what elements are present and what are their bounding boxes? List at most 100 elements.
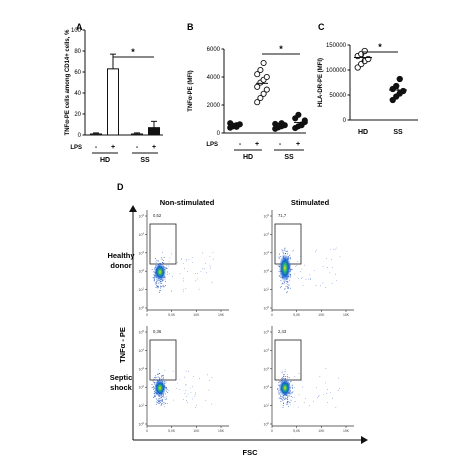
event-dot — [159, 290, 161, 292]
event-dot — [152, 380, 154, 382]
plot-x-tick-label: 10K — [318, 429, 325, 433]
column-title-stim: Stimulated — [291, 198, 330, 207]
event-dot-sparse — [172, 370, 174, 372]
event-dot — [281, 377, 282, 379]
event-dot — [166, 268, 168, 269]
event-dot — [159, 282, 161, 284]
y-tick-label: 20 — [74, 112, 81, 118]
event-dot — [161, 281, 163, 283]
event-dot — [289, 279, 291, 281]
event-dot-sparse — [331, 259, 332, 260]
plot-y-tick-label: 100 — [139, 421, 145, 427]
event-dot-sparse — [326, 393, 327, 395]
event-dot — [282, 253, 284, 255]
event-dot-sparse — [192, 398, 194, 400]
event-dot-sparse — [287, 374, 288, 376]
event-dot — [164, 278, 166, 280]
event-dot-sparse — [327, 389, 329, 390]
event-dot — [282, 396, 284, 398]
event-dot — [286, 281, 288, 283]
event-dot-sparse — [158, 399, 160, 401]
event-dot-sparse — [158, 287, 159, 288]
event-dot — [163, 286, 165, 288]
event-dot-sparse — [301, 268, 303, 270]
plot-y-tick-label: 100 — [264, 421, 270, 427]
event-dot — [153, 378, 155, 380]
event-dot — [157, 376, 159, 378]
gate-rect — [149, 223, 177, 265]
event-dot-sparse — [320, 285, 322, 287]
event-dot — [281, 399, 283, 400]
event-dot — [283, 249, 285, 251]
event-dot — [286, 291, 288, 293]
event-dot — [287, 250, 289, 252]
event-dot-sparse — [317, 397, 318, 399]
event-dot-sparse — [205, 400, 206, 401]
event-dot — [162, 379, 164, 381]
event-dot-sparse — [287, 282, 288, 284]
event-dot — [159, 290, 161, 291]
event-dot — [155, 398, 157, 400]
event-dot-sparse — [185, 384, 187, 386]
event-dot-sparse — [302, 285, 304, 286]
event-dot — [155, 263, 156, 265]
event-dot — [164, 280, 166, 282]
event-dot — [282, 404, 284, 406]
event-dot — [156, 401, 158, 403]
event-dot — [153, 395, 155, 397]
event-dot-sparse — [289, 401, 291, 403]
event-dot-sparse — [289, 403, 291, 405]
event-dot-sparse — [309, 405, 310, 407]
event-dot — [280, 255, 282, 257]
data-point — [263, 73, 270, 81]
bar — [107, 68, 119, 136]
event-dot-sparse — [171, 253, 173, 255]
event-dot-sparse — [195, 404, 197, 406]
event-dot-sparse — [208, 389, 210, 391]
data-point — [257, 94, 264, 102]
y-tick-label: 100000 — [326, 68, 347, 74]
event-dot — [286, 401, 288, 403]
event-dot — [279, 393, 280, 395]
event-dot-sparse — [283, 397, 285, 399]
event-dot — [165, 285, 166, 287]
group-label-hd: HD — [100, 157, 110, 164]
event-dot-sparse — [300, 271, 302, 273]
event-dot — [166, 398, 168, 400]
lps-sign: + — [152, 144, 156, 151]
data-point — [400, 87, 407, 95]
event-dot — [281, 283, 283, 285]
event-dot — [157, 373, 159, 375]
event-dot — [289, 287, 291, 289]
event-dot-sparse — [184, 393, 186, 395]
plot-y-tick-label: 104 — [139, 347, 145, 353]
event-dot — [151, 269, 153, 271]
event-dot — [280, 394, 281, 396]
event-dot-sparse — [197, 278, 198, 280]
event-dot-sparse — [211, 403, 213, 405]
event-dot-sparse — [318, 395, 319, 397]
event-dot-sparse — [195, 407, 196, 408]
event-dot — [161, 259, 163, 261]
event-dot — [290, 399, 292, 401]
event-dot — [277, 265, 279, 267]
event-dot — [162, 260, 164, 262]
event-dot-sparse — [211, 376, 213, 378]
event-dot-sparse — [178, 389, 180, 390]
event-dot — [290, 392, 292, 394]
event-dot-sparse — [301, 380, 303, 382]
event-dot — [160, 397, 162, 399]
event-dot — [291, 268, 293, 270]
event-dot — [159, 377, 161, 379]
event-dot-sparse — [297, 261, 298, 262]
event-dot-sparse — [160, 282, 162, 284]
event-dot — [277, 389, 279, 391]
plot-y-tick-label: 103 — [139, 250, 145, 256]
group-label-ss: SS — [393, 129, 403, 136]
event-dot — [282, 250, 284, 252]
y-tick-label: 50000 — [329, 93, 346, 99]
event-dot — [161, 396, 162, 398]
